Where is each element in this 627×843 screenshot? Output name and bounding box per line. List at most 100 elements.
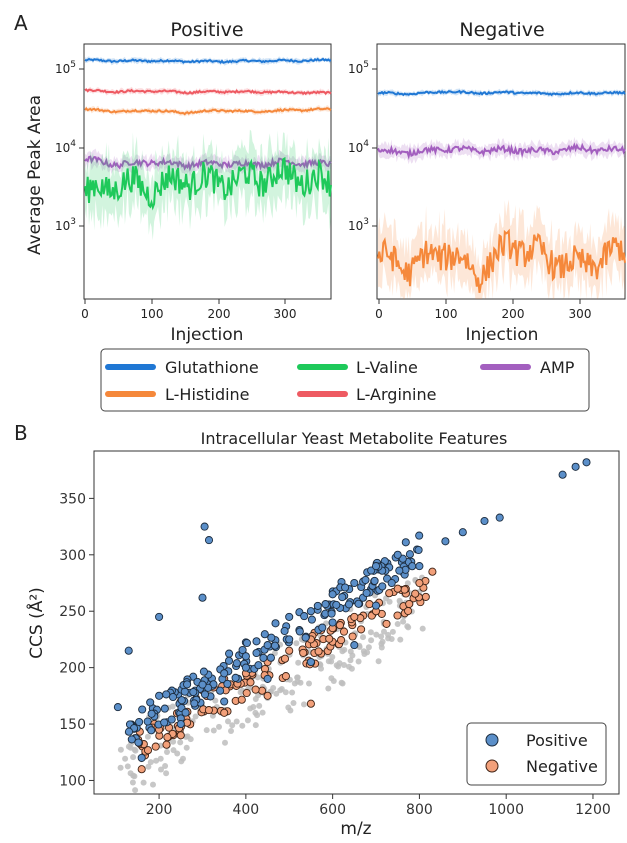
point-positive: [582, 458, 591, 467]
point-negative: [335, 621, 345, 630]
positive-xtick-100: 100: [141, 307, 164, 321]
point-positive: [387, 578, 396, 588]
grey-point: [125, 743, 132, 750]
xtick-600: 600: [319, 802, 346, 818]
ytick-350: 350: [59, 491, 86, 507]
grey-point: [404, 580, 411, 587]
grey-point: [117, 746, 124, 753]
xtick-1200: 1200: [575, 802, 611, 818]
positive-xtick-200: 200: [208, 307, 231, 321]
grey-point: [203, 727, 210, 734]
point-positive: [181, 708, 190, 717]
svg-text:105: 105: [348, 60, 369, 76]
point-positive: [220, 697, 229, 706]
point-negative: [137, 765, 146, 774]
grey-point: [293, 640, 300, 647]
legend-item-l-valine: L-Valine: [297, 358, 418, 377]
grey-point: [187, 736, 194, 743]
point-negative: [404, 606, 413, 616]
grey-point: [247, 705, 254, 712]
xtick-800: 800: [406, 802, 433, 818]
point-positive: [232, 659, 241, 668]
svg-text:L-Arginine: L-Arginine: [356, 385, 436, 404]
panel-b-legend: Positive Negative: [466, 722, 607, 786]
point-positive: [414, 545, 423, 555]
legend-item-positive: Positive: [485, 731, 588, 750]
point-negative: [393, 584, 402, 593]
point-positive: [225, 649, 234, 658]
grey-point: [169, 703, 176, 710]
point-positive: [143, 717, 152, 726]
negative-xlabel: Injection: [466, 325, 539, 345]
point-positive: [328, 590, 337, 599]
grey-point: [132, 747, 139, 754]
point-positive: [252, 637, 261, 646]
positive-title: Positive: [170, 19, 243, 41]
grey-point: [397, 636, 404, 643]
point-negative: [306, 699, 315, 708]
negative-title: Negative: [459, 19, 544, 41]
grey-point: [338, 679, 345, 686]
point-positive: [252, 648, 261, 658]
grey-point: [348, 665, 355, 672]
point-positive: [242, 638, 251, 648]
positive-x-ticks: 0 100 200 300: [81, 299, 296, 321]
grey-point: [405, 624, 412, 631]
point-positive: [198, 593, 207, 602]
series-amp: [377, 136, 626, 165]
point-negative: [393, 611, 402, 620]
point-positive: [254, 661, 263, 670]
svg-text:104: 104: [348, 139, 369, 155]
grey-point: [244, 717, 251, 724]
grey-point: [130, 754, 137, 761]
grey-point: [295, 659, 302, 666]
grey-point: [170, 738, 177, 745]
point-positive: [285, 612, 294, 621]
ytick-100: 100: [59, 773, 86, 789]
positive-ytick-1e5: 105: [55, 60, 84, 76]
point-positive: [204, 536, 214, 545]
point-positive: [495, 513, 504, 522]
grey-point: [228, 728, 234, 734]
grey-point: [365, 644, 372, 651]
point-positive: [458, 528, 467, 537]
grey-point: [341, 662, 347, 668]
grey-point: [144, 733, 151, 740]
point-positive: [127, 735, 136, 744]
xtick-1000: 1000: [488, 802, 524, 818]
panel-b-xlabel: m/z: [340, 819, 371, 839]
grey-point: [210, 727, 217, 734]
point-positive: [301, 633, 310, 642]
point-positive: [361, 575, 370, 585]
point-positive: [405, 550, 414, 559]
point-positive: [146, 698, 155, 707]
grey-point: [163, 770, 170, 777]
grey-point: [222, 739, 228, 746]
point-positive: [371, 601, 381, 610]
point-positive: [318, 623, 327, 632]
negative-x-ticks: 0 100 200 300: [375, 299, 591, 321]
grey-point: [158, 766, 164, 773]
grey-point: [124, 763, 131, 770]
grey-point: [368, 637, 375, 644]
point-positive: [263, 641, 272, 650]
series-l-histidine: [377, 199, 626, 299]
grey-point: [355, 658, 362, 665]
point-negative: [365, 600, 374, 609]
grey-point: [389, 628, 396, 635]
point-positive: [267, 633, 276, 642]
panel-a-legend: Glutathione L-Valine AMP L-Histidine L-A…: [100, 348, 590, 412]
xtick-200: 200: [146, 802, 173, 818]
grey-point: [145, 763, 152, 770]
grey-point: [174, 750, 181, 757]
grey-point: [341, 646, 348, 653]
line-glutathione: [84, 57, 332, 65]
point-positive: [285, 635, 294, 644]
line-l-valine: [84, 156, 332, 211]
point-negative: [151, 742, 160, 751]
point-positive: [270, 641, 280, 650]
point-negative: [280, 654, 290, 663]
grey-point: [177, 739, 184, 746]
grey-point: [375, 658, 382, 665]
grey-point: [378, 644, 385, 651]
